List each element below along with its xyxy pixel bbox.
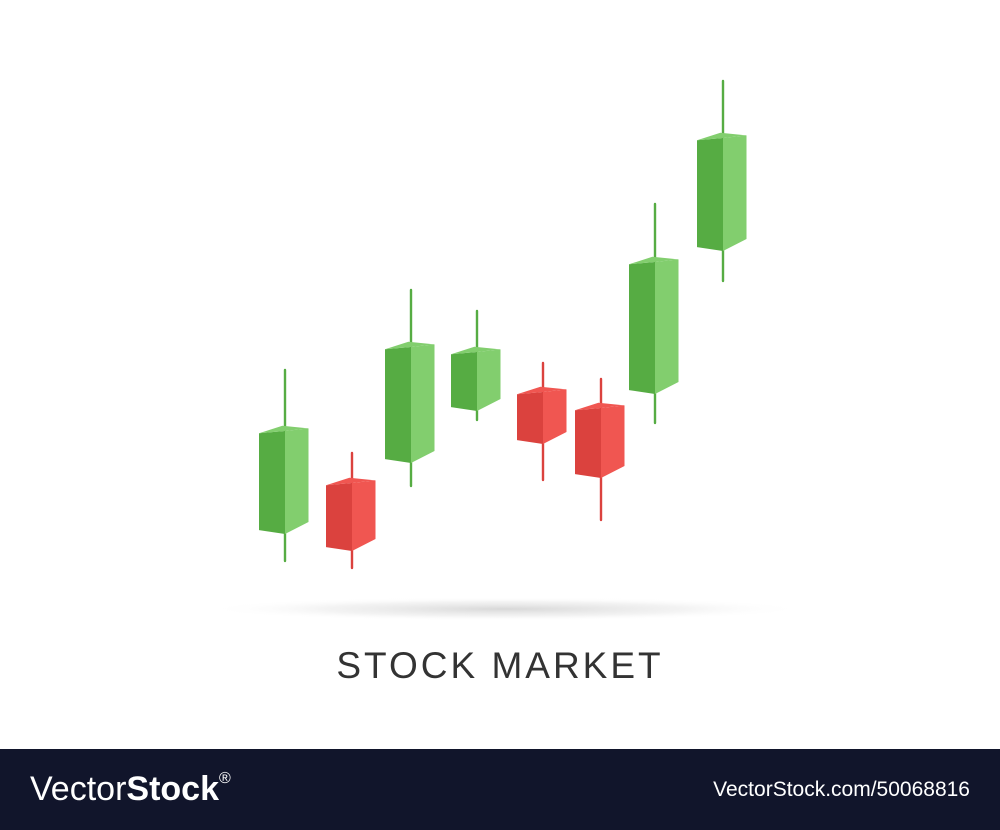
svg-text:STOCK MARKET: STOCK MARKET xyxy=(336,645,663,686)
